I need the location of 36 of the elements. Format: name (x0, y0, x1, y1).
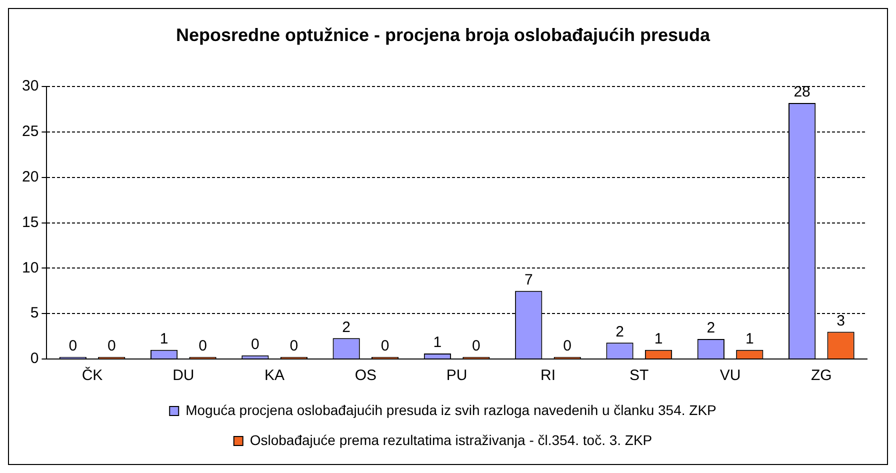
legend-label: Oslobađajuće prema rezultatima istraživanja - čl.354. toč. 3. ZKP (250, 432, 652, 448)
y-tick-label: 15 (22, 214, 39, 231)
data-label: 1 (745, 330, 754, 348)
data-label: 3 (836, 312, 845, 330)
y-tick-label: 10 (22, 259, 39, 276)
data-label: 1 (160, 330, 168, 348)
x-tick-label: RI (540, 367, 556, 384)
data-label: 1 (654, 330, 663, 348)
data-label: 2 (616, 323, 624, 340)
data-label: 0 (251, 336, 260, 354)
data-label: 2 (342, 318, 350, 336)
y-tick-label: 0 (30, 350, 39, 368)
x-tick-label: DU (172, 367, 194, 384)
data-label: 2 (706, 320, 716, 337)
y-tick-label: 25 (22, 123, 39, 140)
x-tick-label: KA (264, 367, 285, 384)
y-tick-label: 20 (22, 168, 39, 186)
legend-label: Moguća procjena oslobađajućih presuda iz svih razloga navedenih u članku 354. ZKP (186, 402, 716, 418)
data-label: 0 (68, 338, 78, 355)
x-tick-label: ČK (82, 366, 103, 384)
x-tick-label: ZG (811, 367, 832, 384)
x-tick-label: VU (720, 367, 741, 384)
data-label: 7 (524, 272, 533, 289)
data-label: 0 (563, 338, 572, 355)
chart-title: Neposredne optužnice - procjena broja oslobađajućih presuda (176, 24, 712, 45)
x-tick-label: PU (446, 367, 468, 384)
data-label: 0 (472, 338, 480, 355)
data-label: 0 (380, 338, 390, 355)
data-label: 1 (433, 334, 442, 352)
data-label: 0 (290, 338, 298, 355)
data-label: 0 (107, 338, 116, 355)
x-tick-label: ST (630, 367, 649, 384)
x-tick-label: OS (354, 367, 377, 384)
data-label: 0 (198, 338, 207, 355)
y-tick-label: 30 (22, 78, 39, 95)
y-tick-label: 5 (30, 304, 39, 322)
